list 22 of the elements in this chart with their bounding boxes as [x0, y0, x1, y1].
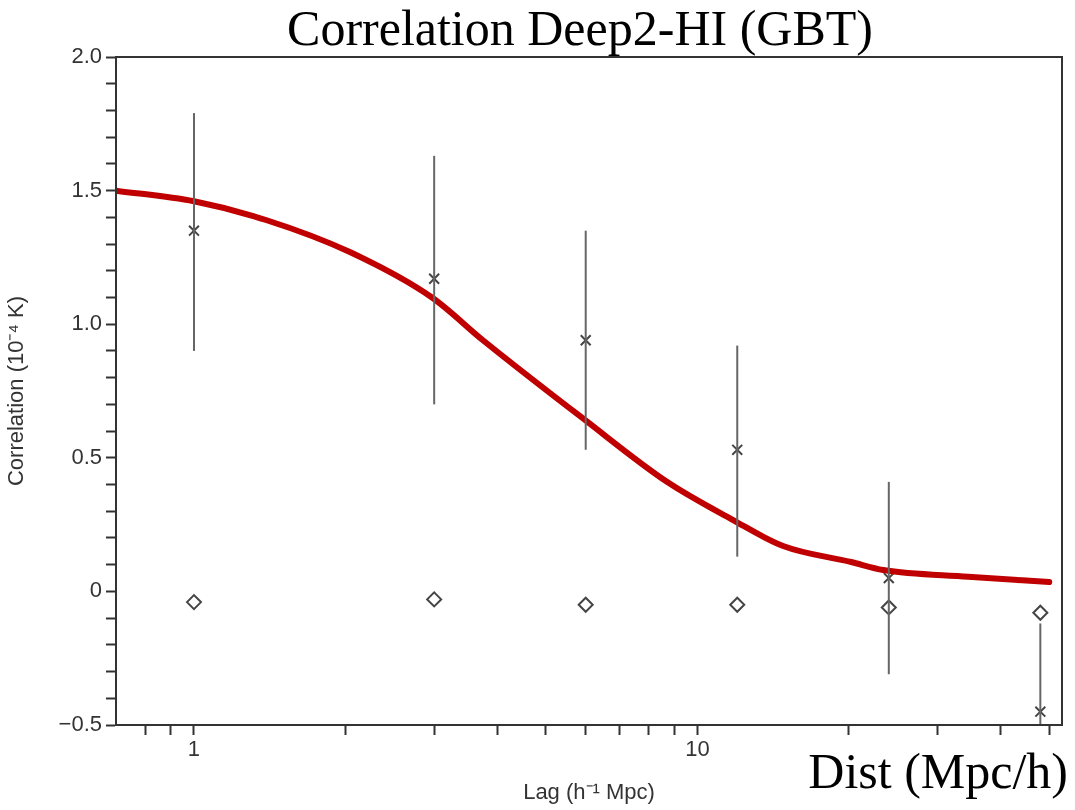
point	[1032, 604, 1049, 621]
point	[882, 572, 895, 584]
point	[729, 596, 746, 613]
chart-title: Correlation Deep2-HI (GBT)	[287, 0, 873, 57]
point	[577, 596, 594, 613]
point	[880, 599, 897, 616]
x-tick-label: 1	[187, 736, 201, 762]
y-axis-title: Correlation (10⁻⁴ K)	[3, 295, 29, 487]
point	[579, 334, 592, 347]
point	[731, 443, 744, 456]
y-tick-label: −0.5	[58, 711, 102, 737]
x-tick-label: 10	[685, 736, 710, 762]
point	[428, 272, 441, 285]
y-tick-label: 0.5	[71, 443, 102, 469]
y-tick-label: 1.5	[71, 176, 102, 202]
y-tick-label: 1.0	[71, 310, 102, 336]
x-axis-title: Lag (h⁻¹ Mpc)	[523, 778, 655, 804]
y-tick-label: 2.0	[71, 43, 102, 69]
text: Dist (Mpc/h)	[808, 743, 1068, 800]
point	[1034, 705, 1047, 718]
y-tick-label: 0	[89, 577, 102, 603]
point	[426, 591, 443, 608]
